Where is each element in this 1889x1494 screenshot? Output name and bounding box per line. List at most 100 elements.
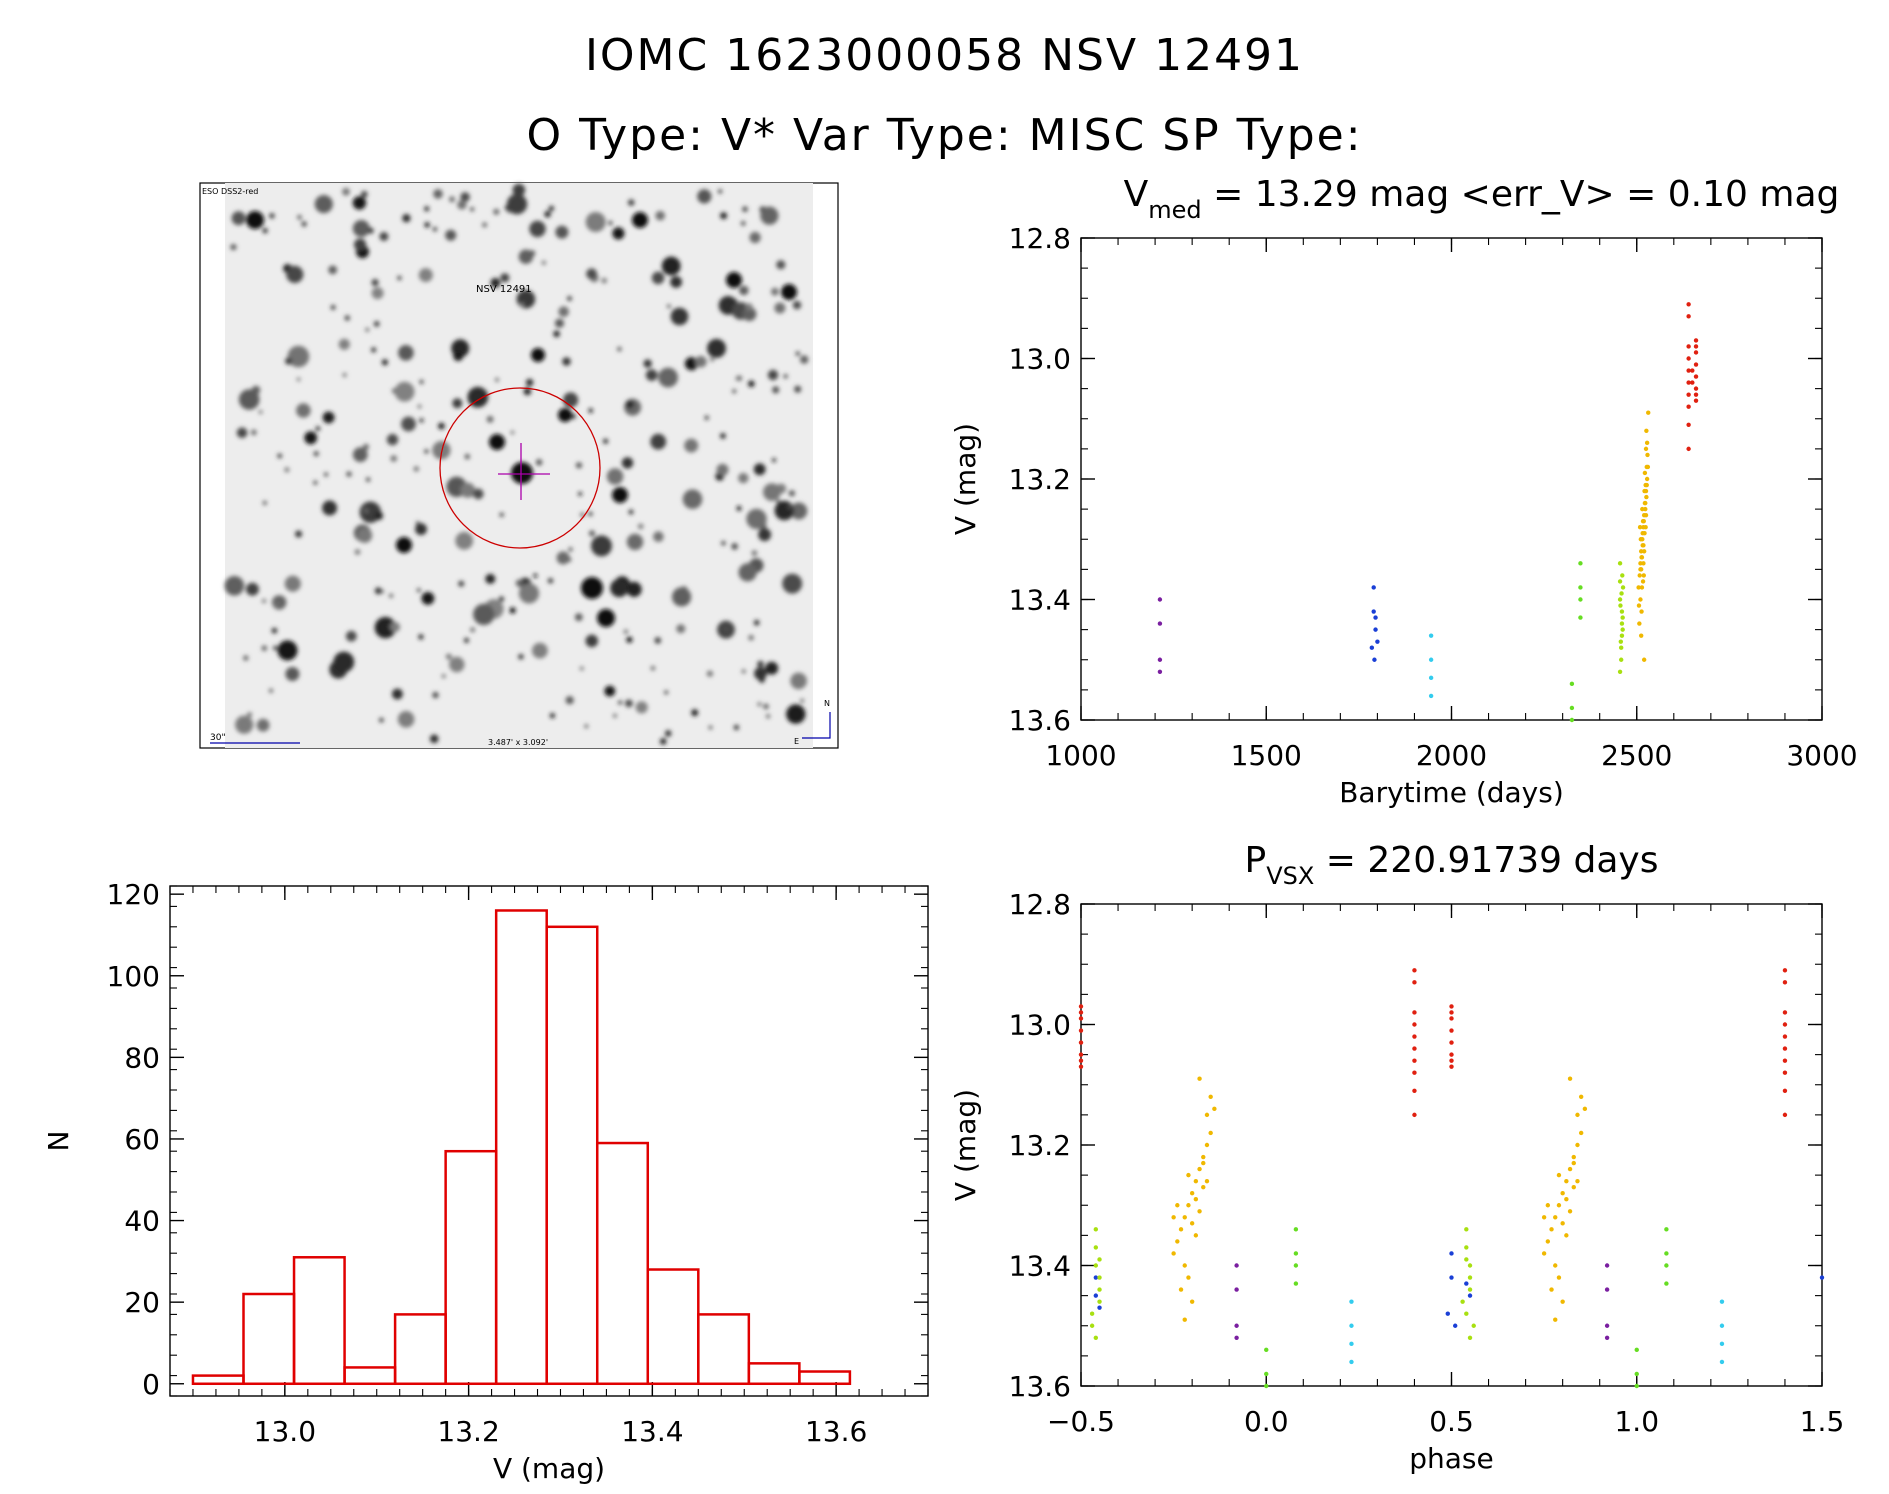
star [558, 408, 572, 422]
data-point [1428, 657, 1434, 662]
star [416, 588, 421, 593]
star [568, 547, 573, 552]
data-point [1571, 1184, 1576, 1190]
data-point [1234, 1323, 1239, 1328]
star [499, 512, 504, 517]
data-point [1208, 1094, 1213, 1100]
data-point [1428, 675, 1434, 681]
star [547, 578, 554, 584]
star [371, 279, 379, 287]
star [272, 645, 278, 651]
star [681, 586, 688, 592]
star [322, 500, 338, 516]
star [720, 433, 726, 439]
x-tick-label: 1.5 [1800, 1405, 1845, 1438]
data-point [1693, 344, 1699, 349]
star [489, 434, 505, 450]
data-point [1618, 645, 1624, 650]
star [670, 307, 689, 326]
data-point [1578, 585, 1583, 590]
chart-title: PVSX = 220.91739 days [1245, 840, 1659, 890]
y-tick-label: 120 [107, 878, 160, 911]
data-point [1693, 350, 1699, 355]
star [352, 220, 370, 237]
data-point [1553, 1263, 1558, 1268]
data-point [1412, 1022, 1417, 1027]
data-point [1618, 639, 1624, 644]
star [396, 537, 412, 553]
star [250, 429, 257, 436]
data-point [1078, 1040, 1084, 1045]
star [419, 379, 424, 384]
data-point [1617, 597, 1623, 602]
star [344, 315, 350, 321]
data-point [1201, 1184, 1206, 1190]
data-point [1453, 1323, 1458, 1328]
data-point [1641, 657, 1647, 662]
data-point [1464, 1311, 1469, 1316]
star [417, 404, 422, 409]
data-point [1449, 1040, 1454, 1045]
data-point [1556, 1203, 1562, 1208]
star [460, 192, 470, 202]
star [519, 302, 525, 308]
data-point [1782, 968, 1788, 973]
star [684, 357, 699, 371]
data-point [1369, 645, 1375, 650]
data-point [1186, 1172, 1191, 1178]
star [788, 490, 796, 497]
star [628, 509, 634, 515]
star [374, 511, 384, 520]
data-point [1619, 591, 1624, 596]
data-point [1293, 1281, 1299, 1286]
star [441, 674, 446, 679]
star [790, 502, 808, 520]
y-tick-label: 60 [124, 1123, 160, 1156]
data-point [1078, 1010, 1084, 1015]
star [621, 457, 634, 469]
data-point [1641, 573, 1646, 578]
data-point [1640, 531, 1645, 536]
star [654, 637, 662, 644]
data-point [1619, 633, 1625, 638]
star [235, 715, 254, 734]
y-tick-label: 13.6 [1009, 1370, 1071, 1403]
star [597, 609, 615, 627]
lightcurve-chart: 1000 1500 2000 2500 3000 12.8 13.0 13.2 13.4 13.6… [949, 174, 1858, 809]
star [726, 272, 742, 288]
data-point [1719, 1341, 1725, 1347]
data-point [1782, 1070, 1788, 1075]
data-point [1634, 1371, 1639, 1377]
star [493, 208, 500, 215]
star [354, 549, 361, 555]
data-point [1646, 410, 1651, 415]
star [721, 541, 726, 546]
star [525, 378, 534, 387]
star [565, 696, 574, 705]
star [588, 408, 593, 413]
star [352, 447, 368, 463]
y-tick-label: 13.0 [1009, 343, 1071, 376]
star [751, 550, 758, 556]
star [612, 487, 628, 503]
star [324, 472, 328, 477]
data-point [1157, 657, 1163, 662]
data-point [1182, 1215, 1187, 1220]
star [413, 466, 419, 472]
data-point [1638, 567, 1643, 572]
star [354, 238, 367, 251]
data-point [1644, 464, 1649, 470]
data-point [1449, 1064, 1454, 1069]
star [424, 222, 430, 228]
star [397, 711, 415, 728]
star [716, 463, 729, 476]
star [510, 430, 515, 435]
data-point [1157, 597, 1163, 602]
data-point [1578, 561, 1583, 566]
data-point [1639, 609, 1644, 614]
data-point [1412, 1058, 1417, 1063]
y-tick-label: 80 [124, 1041, 160, 1074]
star [757, 660, 764, 668]
star [604, 685, 616, 697]
y-tick-label: 0 [142, 1368, 160, 1401]
